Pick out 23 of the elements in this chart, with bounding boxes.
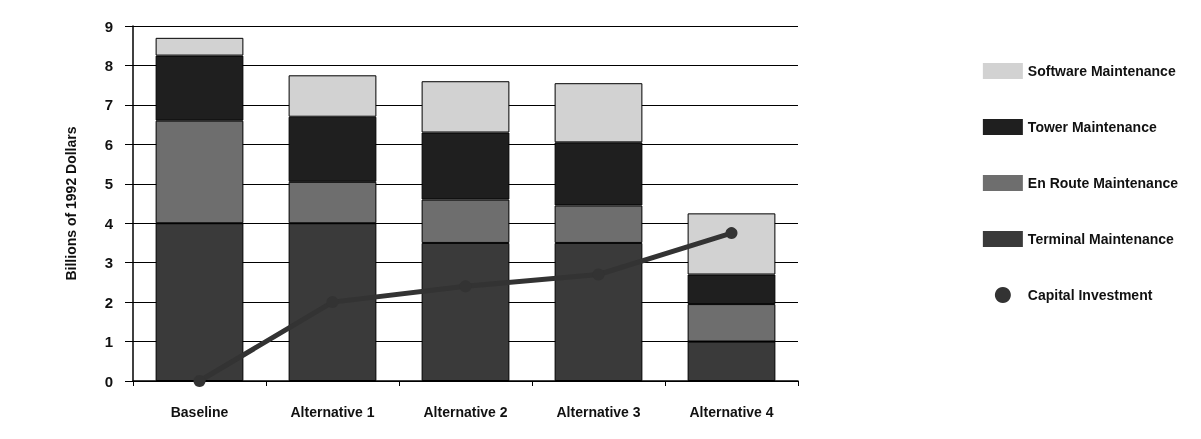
y-tick-label: 6 <box>104 135 113 153</box>
y-tick-label: 2 <box>104 293 113 311</box>
x-tick-label: Alternative 2 <box>423 404 508 420</box>
y-tick-label: 7 <box>104 96 113 114</box>
point <box>193 375 206 387</box>
x-tick-label: Baseline <box>170 404 229 420</box>
x-tick-label: Alternative 3 <box>556 404 641 420</box>
y-tick-label: 1 <box>104 333 113 351</box>
y-tick-label: 4 <box>104 214 114 232</box>
x-tick-label: Alternative 1 <box>290 404 375 420</box>
legend-label: Tower Maintenance <box>1027 119 1157 135</box>
y-tick-label: 9 <box>104 17 113 35</box>
y-tick-label: 5 <box>104 175 113 193</box>
x-tick-label: Alternative 4 <box>689 404 774 420</box>
legend-label: Terminal Maintenance <box>1027 231 1175 247</box>
point <box>725 227 738 240</box>
y-tick-label: 8 <box>104 56 113 74</box>
legend-label: Capital Investment <box>1027 287 1153 303</box>
y-tick-label: 3 <box>104 254 113 272</box>
legend-label: En Route Maintenance <box>1027 175 1179 191</box>
y-tick-label: 0 <box>104 372 113 390</box>
y-axis-title: Billions of 1992 Dollars <box>63 126 79 281</box>
legend-label: Software Maintenance <box>1027 63 1176 79</box>
